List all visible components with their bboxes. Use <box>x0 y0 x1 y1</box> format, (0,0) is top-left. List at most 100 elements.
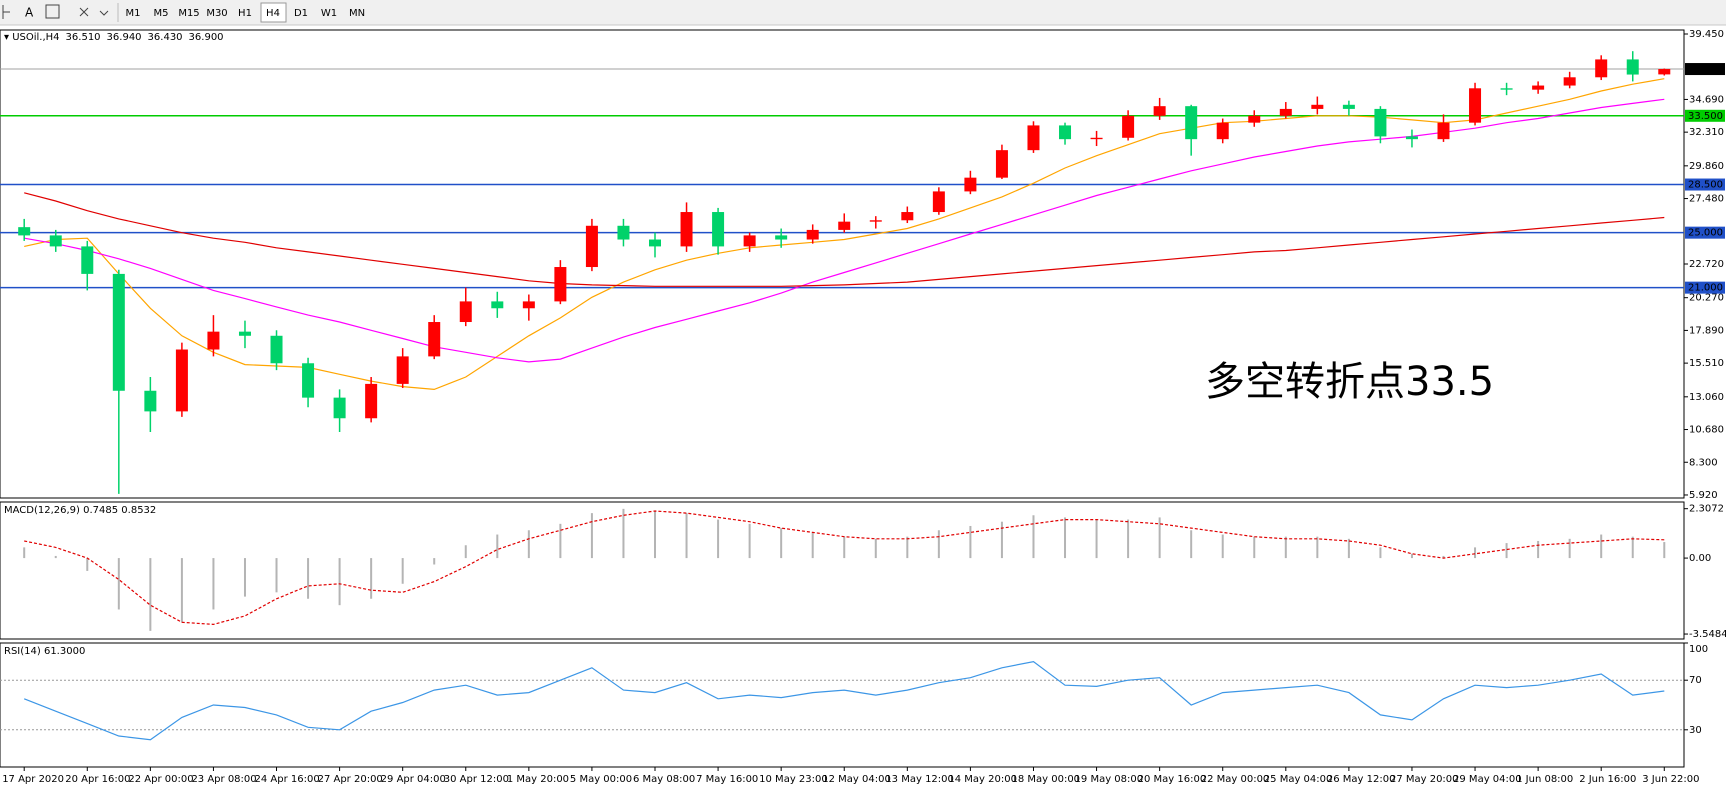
x-tick-label: 27 Apr 20:00 <box>318 774 383 785</box>
level-label-box <box>1685 281 1725 294</box>
candle-body <box>175 349 188 412</box>
candle-body <box>365 383 378 419</box>
candle-body <box>428 322 441 357</box>
x-tick-label: 6 May 08:00 <box>633 774 695 785</box>
macd-bar <box>685 513 688 559</box>
label-tool[interactable] <box>45 4 60 19</box>
macd-bar <box>1600 534 1603 559</box>
macd-bar <box>180 558 183 623</box>
macd-bar <box>1410 553 1413 559</box>
macd-bar <box>1190 530 1193 559</box>
symbol: USOil.,H4 <box>12 32 59 43</box>
y-tick-label: -3.5484 <box>1689 629 1726 640</box>
x-tick-label: 13 May 12:00 <box>885 774 954 785</box>
y-tick-label: 0.00 <box>1689 553 1711 564</box>
timeframe-button[interactable]: W1 <box>321 8 337 19</box>
macd-bar <box>780 528 783 559</box>
macd-bar <box>23 547 26 559</box>
candle-body <box>1626 59 1639 75</box>
candle-body <box>617 225 630 240</box>
y-tick-label: 70 <box>1689 675 1702 686</box>
macd-bar <box>937 530 940 559</box>
candle-body <box>491 301 504 309</box>
macd-bar <box>1316 536 1319 559</box>
candle-body <box>869 220 882 222</box>
annotation: 多空转折点33.5 <box>1205 359 1494 405</box>
macd-bar <box>1347 538 1350 559</box>
x-tick-label: 20 May 16:00 <box>1138 774 1207 785</box>
timeframe-button[interactable]: M30 <box>206 8 227 19</box>
macd-bar <box>1631 536 1634 559</box>
candle-body <box>49 235 62 247</box>
y-tick-label: 10.680 <box>1689 425 1724 436</box>
main-panel <box>0 29 1685 499</box>
timeframe-button[interactable]: M15 <box>178 8 199 19</box>
timeframe-button[interactable]: D1 <box>294 8 308 19</box>
ohlc-value: 36.940 <box>107 32 142 43</box>
macd-bar <box>969 525 972 559</box>
candle-body <box>1059 125 1072 140</box>
moving-average <box>24 78 1665 391</box>
x-tick-label: 17 Apr 2020 <box>2 774 64 785</box>
candle-body <box>18 227 31 236</box>
y-tick-label: 100 <box>1689 644 1708 655</box>
level-label: 33.500 <box>1688 111 1723 122</box>
timeframe-button[interactable]: MN <box>349 8 365 19</box>
y-tick-label: 5.920 <box>1689 490 1718 501</box>
x-tick-label: 12 May 04:00 <box>822 774 891 785</box>
macd-bar <box>496 534 499 559</box>
macd-bar <box>464 545 467 559</box>
x-tick-label: 26 May 12:00 <box>1327 774 1396 785</box>
candle-body <box>1405 136 1418 140</box>
drawing-tools[interactable]: A <box>2 3 119 22</box>
indicator-title: RSI(14) 61.3000 <box>4 646 85 657</box>
macd-bar <box>1379 547 1382 559</box>
timeframe-button[interactable]: M1 <box>126 8 141 19</box>
x-tick-label: 2 Jun 16:00 <box>1579 774 1636 785</box>
y-tick-label: 20.270 <box>1689 293 1724 304</box>
candle-body <box>932 191 945 213</box>
level-label-box <box>1685 109 1725 122</box>
candle-body <box>838 221 851 230</box>
timeframe-button[interactable]: M5 <box>154 8 169 19</box>
timeframe-button[interactable]: H1 <box>238 8 252 19</box>
x-tick-label: 20 Apr 16:00 <box>65 774 130 785</box>
macd-bar <box>1095 519 1098 559</box>
x-tick-label: 10 May 23:00 <box>759 774 828 785</box>
macd-bar <box>811 532 814 559</box>
candle-body <box>1279 108 1292 116</box>
y-tick-label: 39.450 <box>1689 29 1724 40</box>
macd-bar <box>307 558 310 599</box>
moving-average <box>24 192 1665 287</box>
timeframe-button[interactable]: H4 <box>266 8 280 19</box>
candle-body <box>1090 137 1103 140</box>
macd-bar <box>1568 538 1571 559</box>
candle-body <box>964 177 977 192</box>
macd-bar <box>433 558 436 565</box>
macd-bar <box>1253 536 1256 559</box>
text-tool[interactable]: A <box>25 6 34 20</box>
macd-bar <box>622 508 625 559</box>
x-tick-label: 5 May 00:00 <box>570 774 632 785</box>
macd-bar <box>590 513 593 559</box>
shapes-tool[interactable] <box>79 7 109 17</box>
y-tick-label: 30 <box>1689 725 1702 736</box>
cursor-icon[interactable] <box>2 5 10 19</box>
candle-body <box>680 212 693 247</box>
x-tick-label: 30 Apr 12:00 <box>444 774 509 785</box>
macd-bar <box>338 558 341 606</box>
timeframe-bar: M1 M5 M15 M30 H1 H4 D1 W1 MN <box>126 2 365 23</box>
moving-average <box>24 98 1665 363</box>
y-tick-label: 13.060 <box>1689 392 1724 403</box>
macd-bar <box>1221 534 1224 559</box>
y-tick-label: 22.720 <box>1689 259 1724 270</box>
macd-bar <box>559 523 562 559</box>
candle-body <box>1532 85 1545 90</box>
candle-body <box>1216 122 1229 140</box>
macd-bar <box>717 519 720 559</box>
signal-line <box>24 510 1665 626</box>
candle-body <box>712 212 725 247</box>
y-tick-label: 27.480 <box>1689 194 1724 205</box>
